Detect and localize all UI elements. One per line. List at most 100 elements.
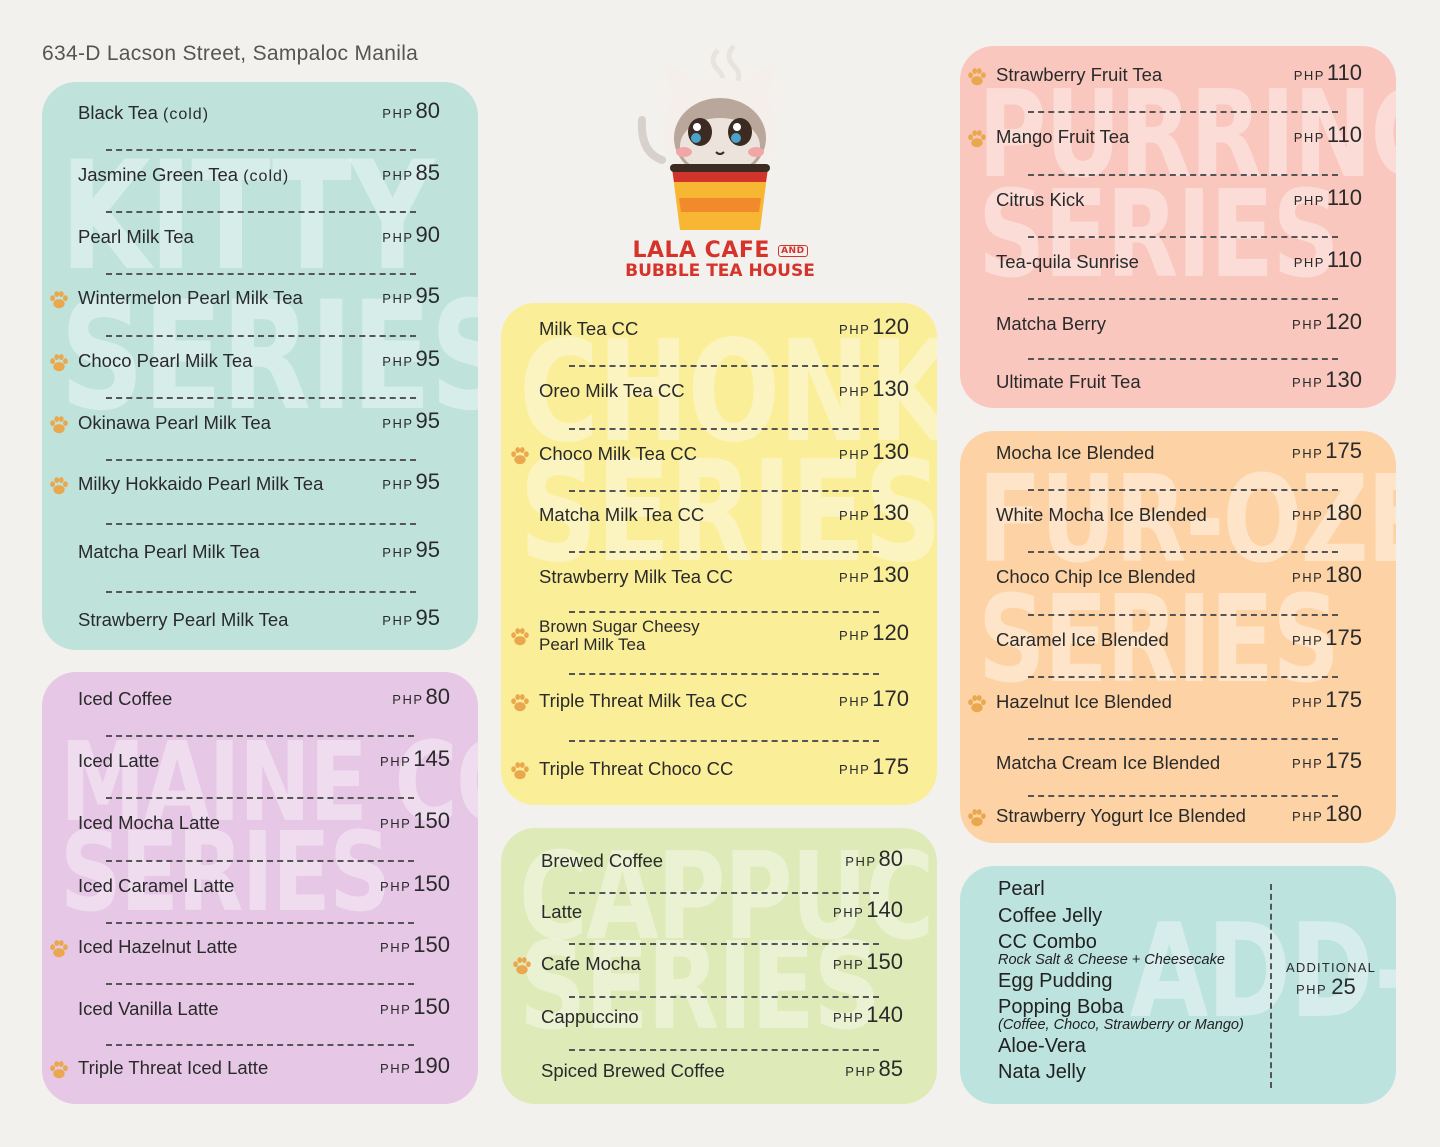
item-price: PHP120 (839, 314, 909, 340)
currency-label: PHP (1292, 756, 1324, 771)
price-value: 120 (872, 314, 909, 339)
menu-item: White Mocha Ice Blended PHP180 (960, 500, 1396, 530)
currency-label: PHP (382, 416, 414, 431)
logo: LALA CAFE AND BUBBLE TEA HOUSE (600, 40, 840, 300)
item-name-text: Iced Mocha Latte (78, 812, 220, 833)
additional-label: ADDITIONAL (1286, 960, 1377, 975)
dashed-divider (1028, 358, 1338, 360)
item-price: PHP150 (833, 949, 903, 975)
menu-item: Brewed Coffee PHP80 (501, 846, 937, 876)
menu-item: Choco Milk Tea CC PHP130 (501, 439, 937, 469)
item-name-text: Choco Pearl Milk Tea (78, 350, 253, 371)
menu-item: Mocha Ice Blended PHP175 (960, 438, 1396, 468)
add-on-item: Coffee Jelly (998, 903, 1244, 930)
item-name: Hazelnut Ice Blended (996, 691, 1172, 713)
menu-item: Ultimate Fruit Tea PHP130 (960, 367, 1396, 397)
menu-item: Strawberry Yogurt Ice Blended PHP180 (960, 801, 1396, 831)
item-name-text: Matcha Pearl Milk Tea (78, 541, 260, 562)
dashed-divider (1028, 111, 1338, 113)
menu-item: Triple Threat Iced Latte PHP190 (42, 1053, 478, 1083)
item-name: Strawberry Fruit Tea (996, 64, 1162, 86)
item-name: Jasmine Green Tea (cold) (78, 164, 289, 186)
cat-cup-icon (637, 44, 778, 230)
item-price: PHP120 (1292, 309, 1362, 335)
item-name-line1: Brown Sugar Cheesy (539, 617, 700, 636)
price-value: 95 (415, 469, 440, 494)
item-name-text: Strawberry Milk Tea CC (539, 566, 733, 587)
item-price: PHP80 (845, 846, 903, 872)
dashed-divider (569, 551, 879, 553)
currency-label: PHP (839, 628, 871, 643)
kitty-series-panel: KITTY SERIES Black Tea (cold) PHP80 Jasmine … (42, 82, 478, 650)
add-on-item: Pearl (998, 876, 1244, 903)
watermark-text: SERIES (60, 808, 391, 936)
dashed-divider (569, 611, 879, 613)
menu-item: Tea-quila Sunrise PHP110 (960, 247, 1396, 277)
item-name-text: Caramel Ice Blended (996, 629, 1169, 650)
item-price: PHP130 (1292, 367, 1362, 393)
currency-label: PHP (839, 508, 871, 523)
price-value: 95 (415, 537, 440, 562)
price-value: 150 (866, 949, 903, 974)
item-price: PHP130 (839, 376, 909, 402)
item-name-text: Matcha Milk Tea CC (539, 504, 705, 525)
dashed-divider (106, 211, 416, 213)
item-name-text: Triple Threat Choco CC (539, 758, 734, 779)
dashed-divider (569, 490, 879, 492)
menu-item: Jasmine Green Tea (cold) PHP85 (42, 160, 478, 190)
item-price: PHP80 (382, 98, 440, 124)
currency-label: PHP (380, 1002, 412, 1017)
item-price: PHP190 (380, 1053, 450, 1079)
item-price: PHP150 (380, 932, 450, 958)
price-value: 90 (415, 222, 440, 247)
paw-icon (48, 414, 70, 436)
currency-label: PHP (1292, 809, 1324, 824)
menu-item: Okinawa Pearl Milk Tea PHP95 (42, 408, 478, 438)
currency-label: PHP (382, 291, 414, 306)
item-name: Wintermelon Pearl Milk Tea (78, 287, 303, 309)
item-name: Strawberry Yogurt Ice Blended (996, 805, 1246, 827)
item-price: PHP140 (833, 897, 903, 923)
paw-icon (48, 1059, 70, 1081)
paw-icon (48, 938, 70, 960)
paw-icon (48, 352, 70, 374)
menu-item: Strawberry Milk Tea CC PHP130 (501, 562, 937, 592)
price-value: 130 (872, 500, 909, 525)
item-name-text: Black Tea (78, 102, 158, 123)
item-name: Matcha Pearl Milk Tea (78, 541, 260, 563)
watermark-text: KITTY (60, 130, 435, 304)
watermark-text: SERIES (978, 166, 1340, 305)
item-price: PHP80 (392, 684, 450, 710)
item-price: PHP95 (382, 469, 440, 495)
add-on-item: Popping Boba (998, 994, 1244, 1021)
currency-label: PHP (839, 570, 871, 585)
price-value: 130 (1325, 367, 1362, 392)
item-name: Okinawa Pearl Milk Tea (78, 412, 271, 434)
address: 634-D Lacson Street, Sampaloc Manila (42, 42, 419, 65)
paw-icon (966, 807, 988, 829)
item-name-text: Jasmine Green Tea (78, 164, 239, 185)
item-name: White Mocha Ice Blended (996, 504, 1207, 526)
item-name-text: Milky Hokkaido Pearl Milk Tea (78, 473, 324, 494)
item-name-text: Iced Hazelnut Latte (78, 936, 238, 957)
item-name-text: Strawberry Pearl Milk Tea (78, 609, 289, 630)
currency-label: PHP (845, 1064, 877, 1079)
add-on-name: Coffee Jelly (998, 904, 1103, 927)
item-name: Matcha Cream Ice Blended (996, 752, 1220, 774)
menu-item: Brown Sugar Cheesy Pearl Milk Tea PHP120 (501, 618, 937, 654)
item-name: Choco Pearl Milk Tea (78, 350, 252, 372)
menu-item: Oreo Milk Tea CC PHP130 (501, 376, 937, 406)
item-price: PHP130 (839, 439, 909, 465)
item-name: Iced Hazelnut Latte (78, 936, 237, 958)
menu-item: Strawberry Pearl Milk Tea PHP95 (42, 605, 478, 635)
item-name-text: Choco Milk Tea CC (539, 443, 697, 464)
dashed-divider (1028, 795, 1338, 797)
add-on-item: CC Combo (998, 929, 1244, 956)
item-name-text: Brewed Coffee (541, 850, 664, 871)
item-name-text: Triple Threat Iced Latte (78, 1057, 269, 1078)
item-name-text: Latte (541, 901, 583, 922)
menu-item: Cappuccino PHP140 (501, 1002, 937, 1032)
price-value: 180 (1325, 801, 1362, 826)
menu-item: Wintermelon Pearl Milk Tea PHP95 (42, 283, 478, 313)
price-value: 95 (415, 408, 440, 433)
